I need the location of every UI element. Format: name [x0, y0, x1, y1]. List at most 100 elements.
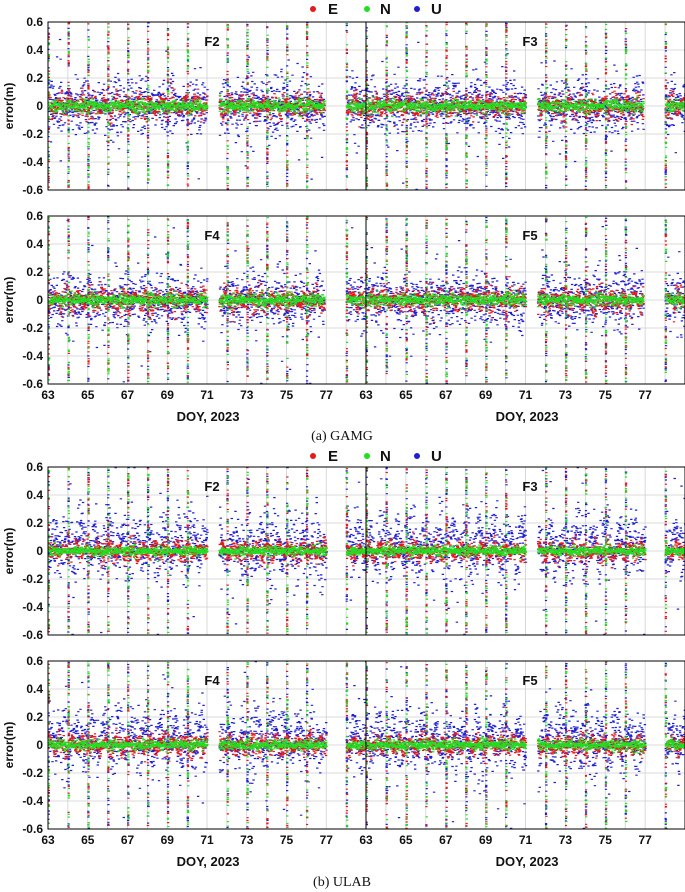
y-tick-label: -0.6: [22, 822, 43, 836]
points-N: [47, 660, 368, 828]
panel-gamg-f2: F2 0.6 0.4 0.2 0 -0.2 -0.4 -0.6 error(m): [2, 15, 368, 197]
panel-title: F4: [204, 673, 220, 688]
x-tick-label: 75: [280, 833, 294, 847]
points-N: [47, 467, 368, 634]
x-tick-label: 67: [121, 388, 135, 402]
x-ticks: 63 65 67 69 71 73 75 77: [359, 388, 652, 402]
caption-b: (b) ULAB: [313, 875, 371, 890]
panel-title: F2: [204, 34, 219, 49]
plot-frame: [365, 215, 685, 385]
x-tick-label: 75: [599, 388, 613, 402]
y-axis-title: error(m): [2, 722, 16, 769]
legend-label-N: N: [380, 1, 391, 18]
x-tick-label: 75: [599, 833, 613, 847]
points-N: [365, 467, 685, 635]
x-ticks: 63 65 67 69 71 73 75 77: [359, 833, 652, 847]
y-tick-label: 0: [36, 738, 43, 752]
x-tick-label: 77: [320, 388, 334, 402]
y-tick-label: 0: [36, 293, 43, 307]
x-axis-title: DOY, 2023: [496, 854, 559, 869]
x-tick-label: 65: [81, 388, 95, 402]
x-tick-label: 67: [439, 833, 453, 847]
x-tick-label: 69: [161, 833, 175, 847]
y-tick-label: -0.2: [22, 127, 43, 141]
x-tick-label: 71: [200, 388, 214, 402]
plot-frame: [365, 466, 685, 636]
legend-swatch-U: [414, 6, 420, 12]
legend-bottom: E N U: [310, 448, 442, 465]
x-tick-label: 73: [559, 833, 573, 847]
y-ticks: 0.6 0.4 0.2 0 -0.2 -0.4 -0.6: [22, 15, 43, 197]
legend-label-U: U: [431, 448, 442, 465]
x-tick-label: 73: [559, 388, 573, 402]
points-N: [47, 216, 368, 385]
series-U: [47, 22, 368, 190]
panel-gamg-f5: F5 63 65 67 69 71 73 75 77: [359, 215, 685, 402]
series-N: [47, 660, 368, 828]
panel-title: F4: [204, 228, 220, 243]
series-N: [47, 216, 368, 385]
y-tick-label: 0.2: [26, 516, 43, 530]
y-axis-title: error(m): [2, 528, 16, 575]
x-tick-label: 65: [399, 388, 413, 402]
points-U: [47, 22, 368, 190]
y-ticks: 0.6 0.4 0.2 0 -0.2 -0.4 -0.6: [22, 209, 43, 391]
series-E: [365, 467, 685, 635]
panel-title: F5: [522, 228, 537, 243]
x-tick-label: 71: [200, 833, 214, 847]
y-tick-label: -0.6: [22, 183, 43, 197]
x-tick-label: 69: [479, 388, 493, 402]
y-tick-label: 0.2: [26, 71, 43, 85]
x-tick-label: 69: [479, 833, 493, 847]
x-tick-label: 67: [439, 388, 453, 402]
legend-swatch-U: [414, 453, 420, 459]
series-N: [365, 661, 685, 829]
y-tick-label: -0.4: [22, 600, 43, 614]
y-tick-label: 0.6: [26, 460, 43, 474]
y-tick-label: -0.2: [22, 766, 43, 780]
series-N: [47, 467, 368, 634]
y-tick-label: 0.4: [26, 43, 43, 57]
points-N: [365, 661, 685, 829]
y-axis-title: error(m): [2, 277, 16, 324]
x-tick-label: 71: [519, 388, 533, 402]
x-ticks: 63 65 67 69 71 73 75 77: [41, 388, 333, 402]
caption-a: (a) GAMG: [311, 429, 373, 444]
y-tick-label: -0.2: [22, 572, 43, 586]
panel-gamg-f3: F3: [365, 21, 685, 191]
y-tick-label: -0.4: [22, 794, 43, 808]
x-tick-label: 73: [240, 833, 254, 847]
plot-frame: [365, 21, 685, 191]
y-tick-label: 0.2: [26, 710, 43, 724]
y-tick-label: 0: [36, 99, 43, 113]
panel-ulab-f2: F2 0.6 0.4 0.2 0 -0.2 -0.4 -0.6 error(m): [2, 460, 368, 642]
x-tick-label: 77: [320, 833, 334, 847]
series-N: [365, 216, 685, 383]
x-tick-label: 69: [161, 388, 175, 402]
y-tick-label: -0.2: [22, 321, 43, 335]
series-N: [365, 467, 685, 635]
y-tick-label: 0.4: [26, 682, 43, 696]
points-N: [365, 216, 685, 383]
x-tick-label: 65: [81, 833, 95, 847]
x-ticks: 63 65 67 69 71 73 75 77: [41, 833, 333, 847]
legend-label-N: N: [380, 448, 391, 465]
plot-frame: [365, 660, 685, 830]
x-axis-title: DOY, 2023: [177, 409, 240, 424]
x-tick-label: 63: [359, 833, 373, 847]
x-tick-label: 65: [399, 833, 413, 847]
panel-ulab-f4: F4 0.6 0.4 0.2 0 -0.2 -0.4 -0.6 error(m) 63 65 67 69…: [2, 654, 368, 847]
y-tick-label: 0.6: [26, 15, 43, 29]
panel-ulab-f5: F5 63 65 67 69 71 73 75 77: [359, 660, 685, 847]
y-tick-label: -0.6: [22, 628, 43, 642]
panel-title: F2: [204, 479, 219, 494]
x-tick-label: 77: [638, 388, 652, 402]
x-tick-label: 77: [638, 833, 652, 847]
panel-gamg-f4: F4 0.6 0.4 0.2 0 -0.2 -0.4 -0.6 error(m) 63 65 67 69…: [2, 209, 368, 402]
x-tick-label: 75: [280, 388, 294, 402]
x-tick-label: 67: [121, 833, 135, 847]
x-tick-label: 73: [240, 388, 254, 402]
y-ticks: 0.6 0.4 0.2 0 -0.2 -0.4 -0.6: [22, 460, 43, 642]
legend-swatch-N: [364, 453, 370, 459]
